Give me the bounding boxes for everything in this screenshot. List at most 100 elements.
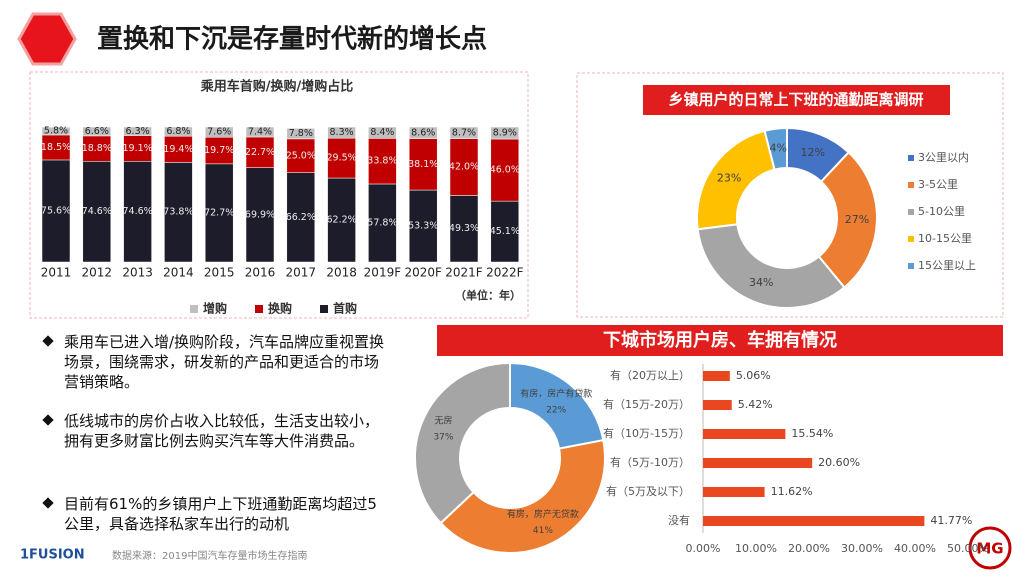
bar-segment	[164, 126, 193, 137]
legend-swatch	[190, 305, 198, 313]
data-label: 69.9%	[245, 209, 275, 220]
pie-slice	[817, 150, 878, 289]
chart-title: 乘用车首购/换购/增购占比	[200, 79, 354, 95]
legend-label: 15公里以上	[918, 259, 976, 272]
chart-title: 乡镇用户的日常上下班的通勤距离调研	[668, 91, 923, 109]
bar-segment	[286, 128, 316, 140]
bar	[703, 400, 732, 410]
legend-swatch	[908, 236, 914, 242]
legend-swatch	[908, 155, 914, 161]
data-label: 25.0%	[286, 150, 316, 161]
x-tick-label: 2015	[204, 266, 235, 280]
bar-segment	[164, 162, 193, 263]
data-label: 6.3%	[126, 126, 150, 137]
bar-segment	[204, 126, 234, 138]
data-label: 29.5%	[327, 153, 357, 164]
bullet: 乘用车已进入增/换购阶段，汽车品牌应重视置换场景，围绕需求，研发新的产品和更适合…	[38, 332, 390, 392]
data-label: 62.2%	[327, 215, 357, 226]
bar	[703, 487, 765, 497]
data-label: 19.4%	[163, 144, 193, 155]
x-tick-label: 20.00%	[788, 542, 830, 555]
data-label: 5.42%	[738, 398, 773, 411]
data-label: 75.6%	[41, 205, 71, 216]
data-label: 8.3%	[330, 127, 354, 138]
bullet: 目前有61%的乡镇用户上下班通勤距离均超过5公里，具备选择私家车出行的动机	[38, 494, 390, 534]
bar-segment	[82, 126, 112, 137]
x-tick-label: 2022F	[486, 266, 524, 280]
section-title: 下城市场用户房、车拥有情况	[603, 329, 837, 351]
data-label: 15.54%	[791, 427, 833, 440]
data-label: 34%	[749, 276, 773, 289]
page-title: 置换和下沉是存量时代新的增长点	[97, 24, 487, 55]
y-tick-label: 有（10万-15万）	[603, 426, 690, 440]
legend-label: 增购	[203, 301, 227, 316]
bar-segment	[123, 161, 152, 263]
data-label: 22%	[546, 406, 566, 416]
bar-segment	[286, 172, 316, 263]
bar-segment	[123, 126, 152, 136]
bar-segment	[327, 177, 356, 263]
pie-slice	[414, 361, 511, 525]
unit-note: （单位：年）	[455, 288, 521, 302]
data-label: 7.4%	[248, 126, 272, 137]
legend-label: 10-15公里	[918, 232, 972, 245]
x-tick-label: 50.00%	[947, 542, 989, 555]
data-label: 41.77%	[930, 514, 972, 527]
legend-swatch	[908, 209, 914, 215]
bar	[703, 371, 730, 381]
legend-swatch	[255, 305, 263, 313]
legend-label: 3-5公里	[918, 178, 958, 191]
bar-segment	[204, 137, 234, 165]
x-tick-label: 10.00%	[735, 542, 777, 555]
legend-label: 换购	[268, 301, 292, 316]
bar-segment	[449, 138, 479, 196]
data-label: 5.06%	[736, 369, 771, 382]
bar-segment	[245, 136, 275, 168]
legend-swatch	[908, 182, 914, 188]
data-label: 8.7%	[452, 127, 476, 138]
data-label: 53.3%	[408, 221, 438, 232]
bar-segment	[490, 138, 520, 202]
legend-swatch	[320, 305, 328, 313]
bar-segment	[245, 126, 275, 138]
data-label: 20.60%	[818, 456, 860, 469]
data-label: 4%	[770, 142, 787, 155]
data-label: 22.7%	[245, 147, 275, 158]
x-tick-label: 2019F	[364, 266, 402, 280]
x-tick-label: 2017	[286, 266, 317, 280]
bar-segment	[490, 126, 520, 140]
y-tick-label: 有（5万及以下）	[606, 484, 690, 498]
data-label: 8.9%	[493, 128, 517, 139]
bar-segment	[82, 135, 112, 162]
logo: MG	[976, 540, 1003, 558]
section-banner	[437, 325, 1003, 356]
pie-slice	[509, 361, 605, 450]
data-label: 46.0%	[490, 165, 520, 176]
data-label: 66.2%	[286, 212, 316, 223]
logo-badge	[968, 526, 1012, 570]
bar-segment	[123, 135, 152, 162]
y-tick-label: 有（5万-10万）	[610, 455, 690, 469]
data-label: 19.1%	[123, 143, 153, 154]
x-tick-label: 30.00%	[841, 542, 883, 555]
x-tick-label: 0.00%	[686, 542, 721, 555]
bar-segment	[82, 161, 112, 263]
bar-segment	[408, 126, 438, 139]
data-label: 19.7%	[204, 145, 234, 156]
data-label: 57.8%	[367, 217, 397, 228]
legend-label: 首购	[333, 301, 357, 316]
bar-segment	[490, 200, 520, 263]
data-label: 73.8%	[163, 207, 193, 218]
x-tick-label: 2012	[82, 266, 113, 280]
data-label: 8.6%	[411, 127, 435, 138]
bar-segment	[449, 126, 479, 139]
pie-slice	[696, 223, 846, 310]
data-label: 11.62%	[771, 485, 813, 498]
pie-slice	[439, 439, 606, 554]
panel	[576, 72, 1004, 318]
legend-label: 5-10公里	[918, 205, 965, 218]
data-label: 12%	[801, 146, 825, 159]
data-label: 33.8%	[367, 156, 397, 167]
legend-swatch	[908, 263, 914, 269]
